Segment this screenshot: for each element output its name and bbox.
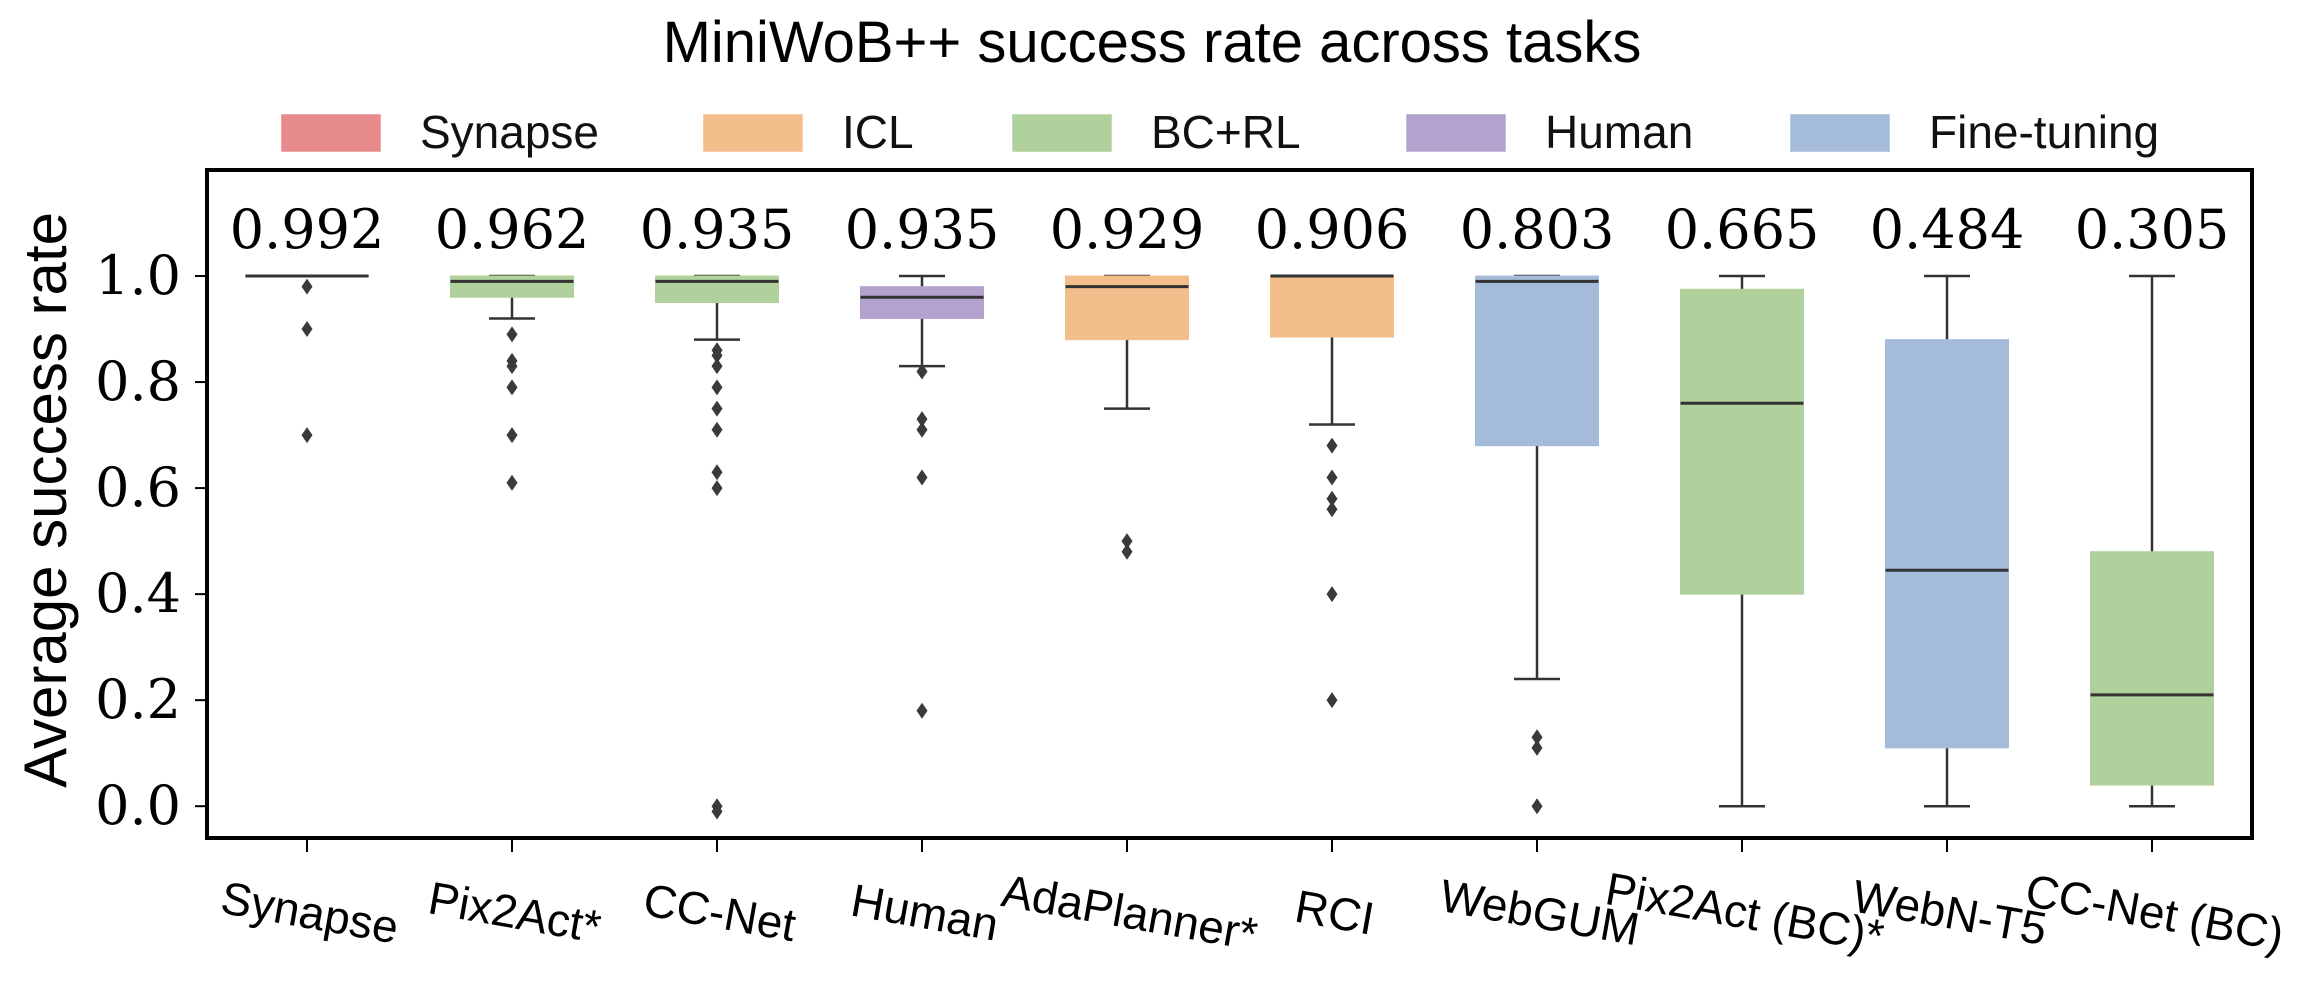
x-tick-label: Pix2Act (BC)* xyxy=(1602,862,1888,962)
outlier-point xyxy=(1326,469,1338,486)
outlier-point xyxy=(506,358,518,375)
outlier-point xyxy=(916,702,928,719)
outlier-point xyxy=(916,469,928,486)
mean-label: 0.484 xyxy=(1870,198,2025,261)
legend-swatch xyxy=(1406,114,1506,152)
legend-swatch xyxy=(281,114,381,152)
outlier-point xyxy=(301,427,313,444)
outlier-point xyxy=(1326,490,1338,507)
x-tick-label: CC-Net xyxy=(640,873,800,951)
legend-item-synapse: Synapse xyxy=(281,106,599,158)
mean-label: 0.305 xyxy=(2075,198,2230,261)
y-tick-label: 0.8 xyxy=(95,350,181,413)
outlier-point xyxy=(506,326,518,343)
legend-label: Synapse xyxy=(420,106,599,158)
box-iqr xyxy=(1680,288,1804,595)
outlier-point xyxy=(1326,501,1338,518)
legend-item-human: Human xyxy=(1406,106,1693,158)
y-tick-label: 0.6 xyxy=(95,456,181,519)
box-iqr xyxy=(2090,551,2214,786)
x-tick-label: AdaPlanner* xyxy=(998,864,1262,960)
x-tick-label: Synapse xyxy=(217,871,402,953)
legend-item-bc-rl: BC+RL xyxy=(1012,106,1301,158)
outlier-point xyxy=(506,474,518,491)
legend-swatch xyxy=(1790,114,1890,152)
outlier-point xyxy=(1326,437,1338,454)
outlier-point xyxy=(1531,798,1543,815)
outlier-point xyxy=(711,421,723,438)
box-cc-net-bc: 0.305 CC-Net (BC) xyxy=(2022,198,2288,960)
box-iqr xyxy=(860,286,984,319)
legend-item-icl: ICL xyxy=(703,106,914,158)
box-adaplanner: 0.929 AdaPlanner* xyxy=(998,198,1262,960)
outlier-point xyxy=(1531,729,1543,746)
outlier-point xyxy=(506,379,518,396)
outlier-point xyxy=(711,400,723,417)
outlier-point xyxy=(711,358,723,375)
mean-label: 0.803 xyxy=(1460,198,1615,261)
mean-label: 0.665 xyxy=(1665,198,1820,261)
outlier-point xyxy=(506,427,518,444)
outlier-point xyxy=(301,321,313,338)
x-tick-label: CC-Net (BC) xyxy=(2022,864,2288,960)
outlier-point xyxy=(711,347,723,364)
plot-frame xyxy=(205,168,2254,840)
outlier-point xyxy=(916,363,928,380)
legend-swatch xyxy=(1012,114,1112,152)
legend-item-fine-tuning: Fine-tuning xyxy=(1790,106,2159,158)
chart-title: MiniWoB++ success rate across tasks xyxy=(663,10,1642,75)
box-pix2act-bc: 0.665 Pix2Act (BC)* xyxy=(1602,198,1888,962)
y-tick-label: 1.0 xyxy=(95,244,181,307)
y-tick-label: 0.0 xyxy=(95,774,181,837)
legend-label: Human xyxy=(1545,106,1693,158)
box-iqr xyxy=(1475,275,1599,447)
outlier-point xyxy=(1121,533,1133,550)
outlier-point xyxy=(1326,586,1338,603)
x-tick-label: RCI xyxy=(1291,880,1378,945)
x-tick-label: Human xyxy=(847,874,1002,951)
outlier-point xyxy=(1326,692,1338,709)
outlier-point xyxy=(711,803,723,820)
legend: Synapse ICL BC+RL Human Fine-tuning xyxy=(281,106,2159,158)
mean-label: 0.935 xyxy=(640,198,795,261)
box-synapse: 0.992 Synapse xyxy=(217,198,402,953)
outlier-point xyxy=(916,421,928,438)
outlier-point xyxy=(1121,543,1133,560)
box-iqr xyxy=(450,275,574,298)
mean-label: 0.929 xyxy=(1050,198,1205,261)
legend-label: Fine-tuning xyxy=(1929,106,2159,158)
legend-label: ICL xyxy=(842,106,914,158)
mean-label: 0.906 xyxy=(1255,198,1410,261)
legend-swatch xyxy=(703,114,803,152)
x-tick-label: Pix2Act* xyxy=(425,872,605,953)
y-tick-label: 0.4 xyxy=(95,562,181,625)
box-iqr xyxy=(1270,275,1394,338)
outlier-point xyxy=(301,278,313,295)
box-rci: 0.906 RCI xyxy=(1255,198,1410,945)
outlier-point xyxy=(1531,739,1543,756)
outlier-point xyxy=(711,480,723,497)
outlier-point xyxy=(916,411,928,428)
mean-label: 0.962 xyxy=(435,198,590,261)
mean-label: 0.992 xyxy=(230,198,385,261)
legend-label: BC+RL xyxy=(1151,106,1301,158)
box-iqr xyxy=(1885,339,2009,749)
mean-label: 0.935 xyxy=(845,198,1000,261)
y-axis-label: Average success rate xyxy=(12,212,79,788)
outlier-point xyxy=(711,379,723,396)
plot-area: 0.0 0.2 0.4 0.6 0.8 1.0 0.992 Synapse 0.962 Pix2A… xyxy=(95,168,2288,962)
y-tick-label: 0.2 xyxy=(95,668,181,731)
outlier-point xyxy=(711,464,723,481)
